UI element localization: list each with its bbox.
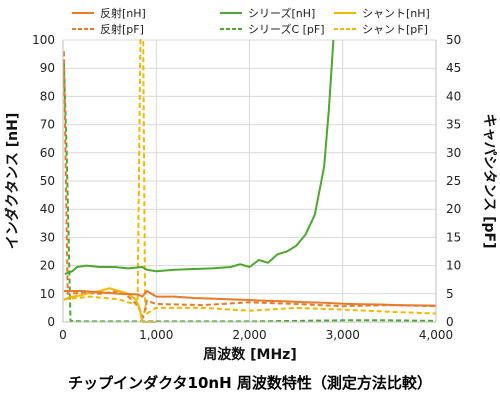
y-right-tick-label: 20 [446, 202, 461, 216]
y-right-tick-label: 40 [446, 89, 461, 103]
y-left-tick-label: 40 [40, 202, 55, 216]
x-tick-label: 2,000 [232, 328, 266, 342]
y-left-tick-label: 60 [40, 146, 55, 160]
legend: 反射[nH] シリーズ[nH] シャント[nH] 反射[pF] シリーズC [pF] シャ… [72, 6, 430, 36]
y-left-tick-label: 50 [40, 174, 55, 188]
y-right-tick-label: 10 [446, 259, 461, 273]
y-right-axis-label: キャパシタンス [pF] [481, 114, 497, 249]
y-right-tick-label: 30 [446, 146, 461, 160]
legend-label: 反射[nH] [100, 6, 146, 20]
series-line-1 [63, 290, 437, 307]
x-tick-labels: 0 1,000 2,000 3,000 4,000 [59, 328, 453, 342]
x-axis-label: 周波数 [MHz] [203, 346, 296, 363]
x-tick-label: 3,000 [326, 328, 360, 342]
y-right-tick-labels: 0 5 10 15 20 25 30 35 40 45 50 [446, 33, 461, 329]
y-right-tick-label: 50 [446, 33, 461, 47]
legend-label: シリーズ[nH] [248, 6, 315, 20]
y-right-tick-label: 15 [446, 230, 461, 244]
y-left-tick-label: 100 [32, 33, 55, 47]
y-left-tick-label: 20 [40, 259, 55, 273]
y-right-tick-label: 35 [446, 118, 461, 132]
y-right-tick-label: 25 [446, 174, 461, 188]
series-line-4 [62, 62, 437, 323]
legend-label: シャント[pF] [362, 23, 428, 36]
y-left-axis-label: インダクタンス [nH] [4, 113, 21, 250]
series-line-3 [64, 39, 335, 276]
y-left-tick-label: 70 [40, 118, 55, 132]
y-left-tick-label: 30 [40, 230, 55, 244]
x-tick-label: 0 [59, 328, 67, 342]
x-tick-label: 1,000 [139, 328, 173, 342]
y-right-tick-label: 45 [446, 61, 461, 75]
y-right-tick-label: 5 [446, 287, 454, 301]
x-tick-label: 4,000 [419, 328, 453, 342]
grid [62, 39, 437, 323]
y-right-tick-label: 0 [446, 315, 454, 329]
legend-label: シリーズC [pF] [248, 22, 325, 36]
chart-caption: チップインダクタ10nH 周波数特性（測定方法比較） [68, 374, 432, 392]
y-left-tick-label: 10 [40, 287, 55, 301]
y-left-tick-label: 90 [40, 61, 55, 75]
axes [62, 40, 437, 323]
legend-label: シャント[nH] [362, 7, 430, 20]
y-left-tick-labels: 0 10 20 30 40 50 60 70 80 90 100 [32, 33, 55, 329]
y-left-tick-label: 0 [47, 315, 55, 329]
legend-label: 反射[pF] [100, 22, 144, 36]
y-left-tick-label: 80 [40, 89, 55, 103]
